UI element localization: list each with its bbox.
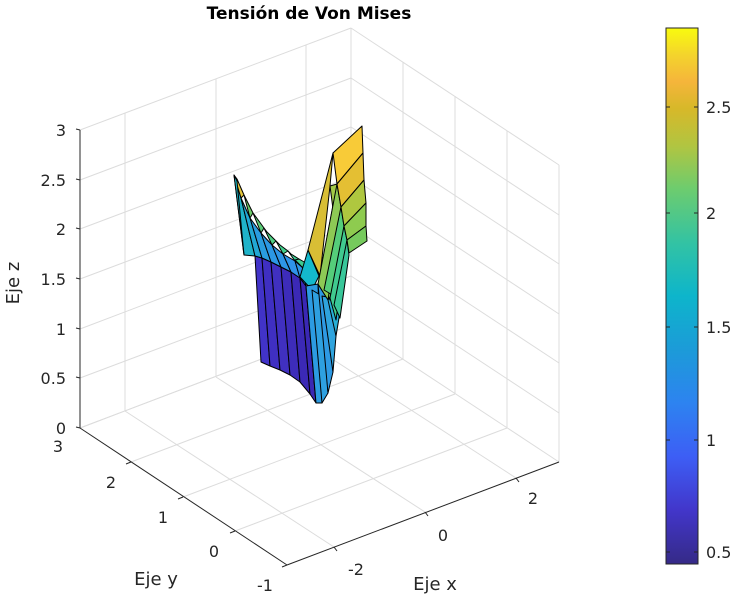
colorbar-tick-label: 2 [706, 204, 716, 223]
z-axis-label: Eje z [3, 262, 24, 305]
surface-plot [233, 125, 368, 404]
z-tick-label: 1.5 [41, 270, 66, 289]
surface-face [233, 174, 245, 256]
y-tick-label: 2 [106, 473, 116, 492]
colorbar-tick-label: 1.5 [706, 318, 731, 337]
x-tick-label: 2 [528, 489, 538, 508]
colorbar-tick-labels: 0.5 1 1.5 2 2.5 [666, 98, 731, 562]
y-tick-label: 1 [158, 508, 168, 527]
y-axis-label: Eje y [134, 569, 178, 590]
grid-floor [79, 324, 517, 548]
y-tick-label: 0 [209, 542, 219, 561]
z-tick-label: 2 [56, 220, 66, 239]
x-axis-label: Eje x [413, 574, 457, 595]
z-tick-label: 2.5 [41, 171, 66, 190]
colorbar-tick-label: 1 [706, 431, 716, 450]
y-tick-labels: 3 2 1 0 -1 [53, 437, 273, 595]
z-tick-labels: 0 0.5 1 1.5 2 2.5 3 [41, 121, 66, 438]
x-tick-label: -2 [348, 560, 364, 579]
x-axis-line [286, 461, 560, 566]
x-tick-labels: -2 0 2 [348, 489, 538, 579]
chart-title: Tensión de Von Mises [207, 4, 412, 24]
colorbar-tick-label: 2.5 [706, 98, 731, 117]
colorbar: 0.5 1 1.5 2 2.5 [665, 27, 731, 565]
colorbar-tick-label: 0.5 [706, 543, 731, 562]
grid-back-right-wall [350, 27, 560, 463]
x-tick-label: 0 [438, 526, 448, 545]
z-tick-label: 1 [56, 320, 66, 339]
z-tick-label: 0 [56, 419, 66, 438]
z-tick-label: 3 [56, 121, 66, 140]
y-tick-label: -1 [257, 576, 273, 595]
colorbar-gradient [665, 27, 699, 565]
y-axis-line [79, 427, 288, 566]
surface-face [333, 239, 350, 319]
y-tick-label: 3 [53, 437, 63, 456]
z-tick-label: 0.5 [41, 369, 66, 388]
axes-lines [75, 128, 560, 568]
surface-face [346, 225, 368, 254]
